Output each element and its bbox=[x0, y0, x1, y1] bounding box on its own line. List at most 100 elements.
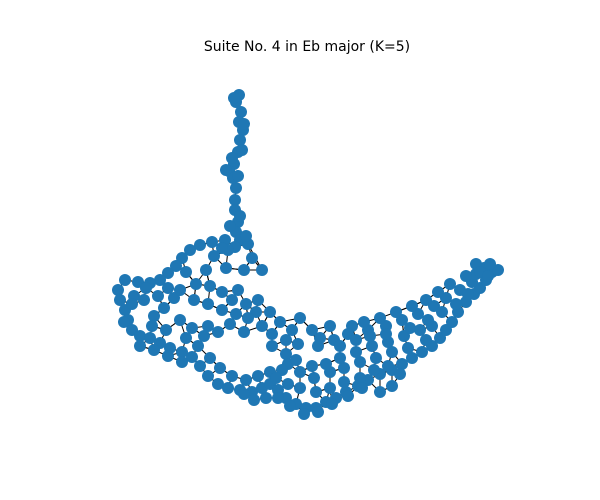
graph-node bbox=[420, 334, 432, 346]
graph-node bbox=[140, 282, 152, 294]
graph-node bbox=[118, 316, 130, 328]
graph-node bbox=[284, 400, 296, 412]
graph-node bbox=[176, 346, 188, 358]
graph-node bbox=[266, 340, 278, 352]
graph-node bbox=[320, 358, 332, 370]
graph-node bbox=[234, 210, 246, 222]
graph-node bbox=[374, 386, 386, 398]
graph-node bbox=[235, 106, 247, 118]
graph-node bbox=[190, 278, 202, 290]
graph-node bbox=[252, 294, 264, 306]
graph-node bbox=[396, 358, 408, 370]
graph-node bbox=[402, 342, 414, 354]
graph-node bbox=[232, 284, 244, 296]
graph-node bbox=[312, 406, 324, 418]
graph-node bbox=[200, 264, 212, 276]
graph-node bbox=[406, 352, 418, 364]
graph-node bbox=[422, 314, 434, 326]
graph-node bbox=[174, 284, 186, 296]
graph-node bbox=[264, 306, 276, 318]
graph-node bbox=[240, 230, 252, 242]
graph-node bbox=[240, 374, 252, 386]
graph-node bbox=[324, 382, 336, 394]
graph-node bbox=[358, 316, 370, 328]
graph-node bbox=[342, 390, 354, 402]
graph-node bbox=[222, 382, 234, 394]
graph-node bbox=[216, 304, 228, 316]
graph-node bbox=[134, 340, 146, 352]
graph-node bbox=[208, 250, 220, 262]
graph-node bbox=[112, 284, 124, 296]
graph-node bbox=[230, 182, 242, 194]
graph-node bbox=[326, 398, 338, 410]
graph-node bbox=[298, 408, 310, 420]
graph-node bbox=[204, 280, 216, 292]
graph-node bbox=[256, 264, 268, 276]
graph-node bbox=[224, 220, 236, 232]
graph-node bbox=[356, 382, 368, 394]
graph-node bbox=[414, 324, 426, 336]
graph-node bbox=[294, 366, 306, 378]
graph-node bbox=[212, 326, 224, 338]
graph-node bbox=[138, 294, 150, 306]
graph-node bbox=[314, 332, 326, 344]
graph-node bbox=[238, 118, 250, 130]
graph-node bbox=[220, 164, 232, 176]
graph-node bbox=[272, 392, 284, 404]
graph-node bbox=[386, 380, 398, 392]
graph-node bbox=[482, 270, 494, 282]
graph-node bbox=[238, 264, 250, 276]
graph-node bbox=[206, 236, 218, 248]
graph-node bbox=[460, 270, 472, 282]
graph-node bbox=[226, 294, 238, 306]
graph-node bbox=[238, 388, 250, 400]
graph-node bbox=[202, 298, 214, 310]
graph-node bbox=[380, 328, 392, 340]
graph-node bbox=[294, 312, 306, 324]
graph-node bbox=[170, 260, 182, 272]
graph-node bbox=[406, 300, 418, 312]
graph-node bbox=[234, 134, 246, 146]
graph-node bbox=[350, 346, 362, 358]
graph-node bbox=[226, 370, 238, 382]
graph-node bbox=[338, 362, 350, 374]
graph-node bbox=[232, 170, 244, 182]
graph-node bbox=[366, 340, 378, 352]
graph-node bbox=[286, 324, 298, 336]
graph-node bbox=[436, 306, 448, 318]
graph-node bbox=[382, 360, 394, 372]
graph-node bbox=[282, 378, 294, 390]
graph-node bbox=[236, 144, 248, 156]
graph-node bbox=[324, 320, 336, 332]
graph-node bbox=[404, 322, 416, 334]
graph-nodes bbox=[112, 89, 504, 420]
graph-node bbox=[144, 332, 156, 344]
graph-node bbox=[266, 328, 278, 340]
graph-node bbox=[180, 266, 192, 278]
graph-node bbox=[180, 332, 192, 344]
graph-node bbox=[290, 354, 302, 366]
graph-node bbox=[294, 382, 306, 394]
graph-node bbox=[216, 286, 228, 298]
graph-node bbox=[446, 316, 458, 328]
graph-node bbox=[308, 372, 320, 384]
graph-node bbox=[354, 372, 366, 384]
graph-node bbox=[306, 324, 318, 336]
graph-node bbox=[252, 370, 264, 382]
graph-node bbox=[386, 346, 398, 358]
graph-node bbox=[450, 298, 462, 310]
graph-node bbox=[370, 352, 382, 364]
graph-node bbox=[420, 294, 432, 306]
graph-node bbox=[160, 324, 172, 336]
graph-node bbox=[126, 298, 138, 310]
graph-node bbox=[198, 330, 210, 342]
graph-node bbox=[310, 386, 322, 398]
graph-node bbox=[444, 278, 456, 290]
graph-node bbox=[462, 288, 474, 300]
graph-node bbox=[114, 294, 126, 306]
graph-node bbox=[242, 312, 254, 324]
graph-title: Suite No. 4 in Eb major (K=5) bbox=[204, 39, 410, 55]
graph-node bbox=[184, 244, 196, 256]
